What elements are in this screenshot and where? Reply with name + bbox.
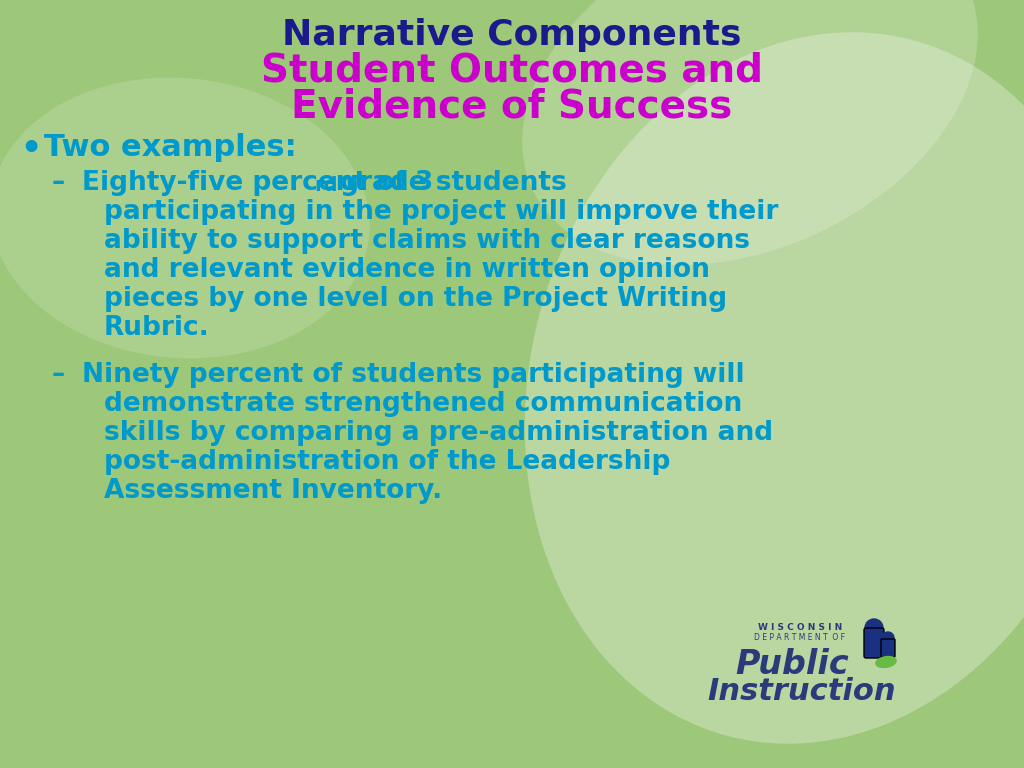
Text: pieces by one level on the Project Writing: pieces by one level on the Project Writi… [104,286,727,312]
Ellipse shape [522,0,978,265]
Text: post-administration of the Leadership: post-administration of the Leadership [104,449,671,475]
Text: skills by comparing a pre-administration and: skills by comparing a pre-administration… [104,420,773,446]
Text: and relevant evidence in written opinion: and relevant evidence in written opinion [104,257,710,283]
Text: Rubric.: Rubric. [104,315,210,341]
Text: Evidence of Success: Evidence of Success [292,88,732,126]
Ellipse shape [0,78,370,359]
Text: Public: Public [735,647,849,680]
Text: •: • [20,133,41,166]
Text: participating in the project will improve their: participating in the project will improv… [104,199,778,225]
Text: Eighty-five percent of 3: Eighty-five percent of 3 [82,170,433,196]
FancyBboxPatch shape [881,639,895,657]
Text: demonstrate strengthened communication: demonstrate strengthened communication [104,391,742,417]
Text: ability to support claims with clear reasons: ability to support claims with clear rea… [104,228,750,254]
Text: D E P A R T M E N T  O F: D E P A R T M E N T O F [755,634,846,643]
Text: Student Outcomes and: Student Outcomes and [261,52,763,90]
Text: Ninety percent of students participating will: Ninety percent of students participating… [82,362,744,388]
Ellipse shape [876,656,897,668]
Circle shape [865,619,883,637]
Text: W I S C O N S I N: W I S C O N S I N [758,624,842,633]
Text: Instruction: Instruction [708,677,896,707]
Text: Narrative Components: Narrative Components [283,18,741,52]
Circle shape [882,632,894,644]
Text: –: – [52,170,66,196]
Text: Two examples:: Two examples: [44,133,297,162]
Text: rd: rd [314,176,338,195]
Text: –: – [52,362,66,388]
Text: grade students: grade students [331,170,566,196]
Text: Assessment Inventory.: Assessment Inventory. [104,478,442,504]
FancyBboxPatch shape [864,628,884,658]
Ellipse shape [524,32,1024,743]
